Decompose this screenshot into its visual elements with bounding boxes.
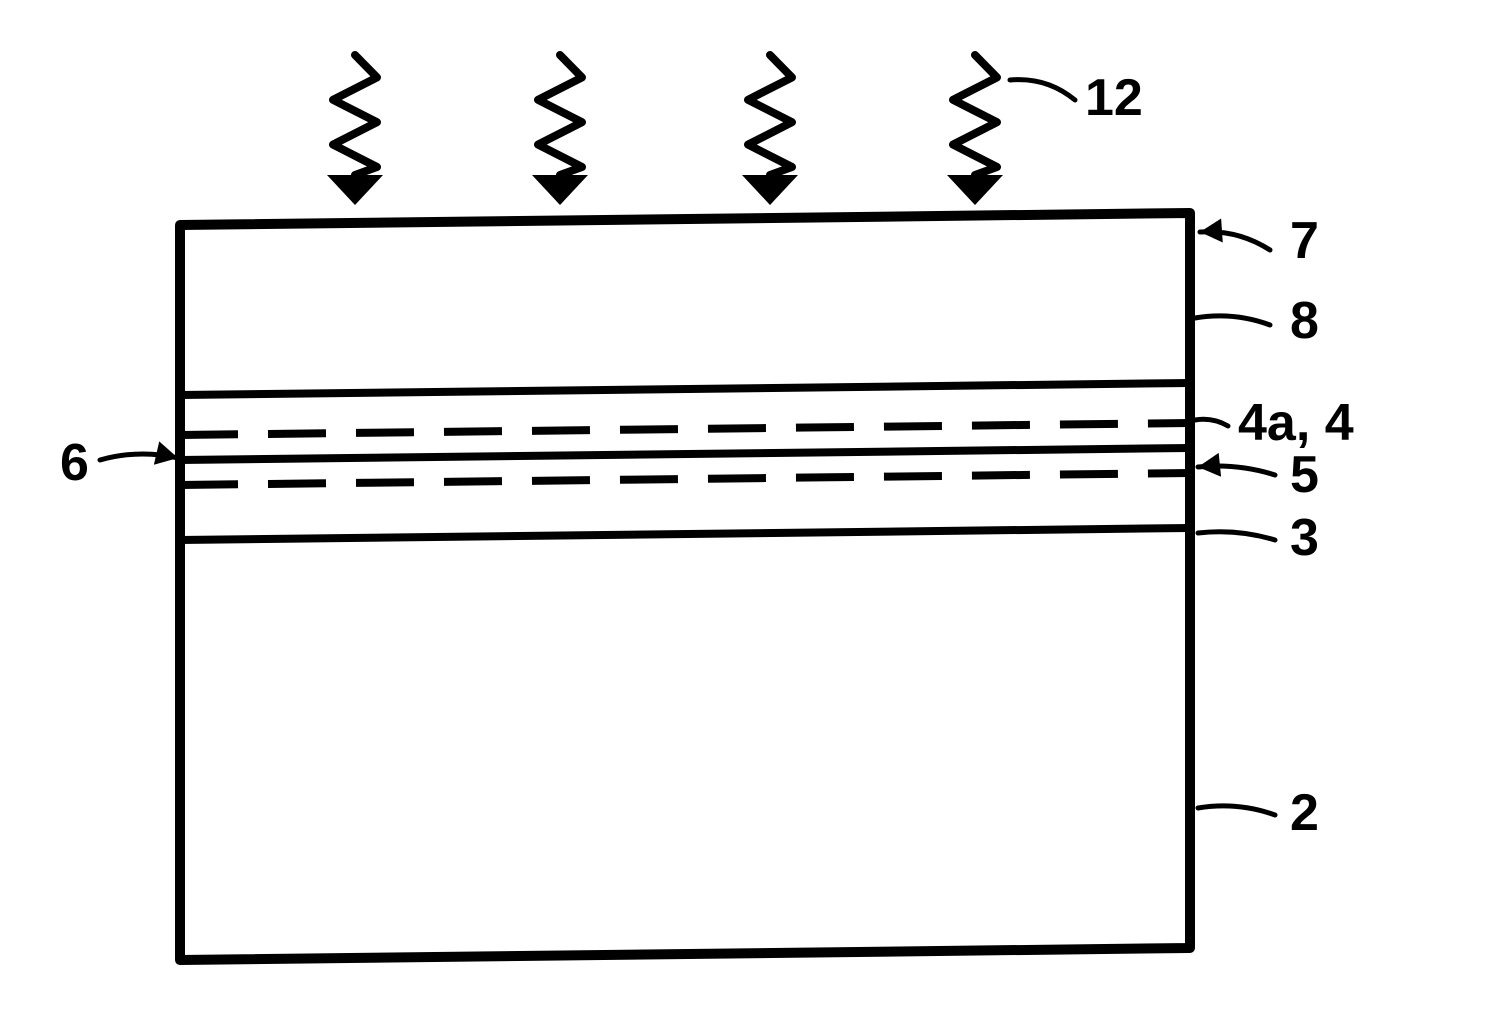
label-5: 5 bbox=[1290, 446, 1319, 504]
label-leader bbox=[1198, 806, 1275, 815]
radiation-arrow bbox=[333, 55, 377, 175]
radiation-arrow-head bbox=[327, 175, 383, 205]
label-4a4: 4a, 4 bbox=[1238, 394, 1354, 452]
label-6: 6 bbox=[60, 434, 89, 492]
label-7: 7 bbox=[1290, 212, 1319, 270]
radiation-arrow bbox=[748, 55, 792, 175]
label-leader bbox=[1195, 316, 1270, 325]
label-leader-arrowhead bbox=[1200, 219, 1223, 243]
label-leader-arrowhead bbox=[1198, 453, 1221, 477]
outer-box bbox=[180, 213, 1190, 960]
radiation-arrow bbox=[538, 55, 582, 175]
label-leader-arrowhead bbox=[154, 441, 178, 464]
label-leader bbox=[1198, 532, 1275, 540]
radiation-arrow-head bbox=[532, 175, 588, 205]
label-8: 8 bbox=[1290, 292, 1319, 350]
label-2: 2 bbox=[1290, 784, 1319, 842]
label-leader bbox=[1195, 419, 1228, 426]
radiation-arrow-head bbox=[947, 175, 1003, 205]
radiation-arrow-head bbox=[742, 175, 798, 205]
radiation-arrow bbox=[953, 55, 997, 175]
label-leader bbox=[1010, 80, 1075, 100]
label-3: 3 bbox=[1290, 509, 1319, 567]
label-12: 12 bbox=[1085, 69, 1143, 127]
